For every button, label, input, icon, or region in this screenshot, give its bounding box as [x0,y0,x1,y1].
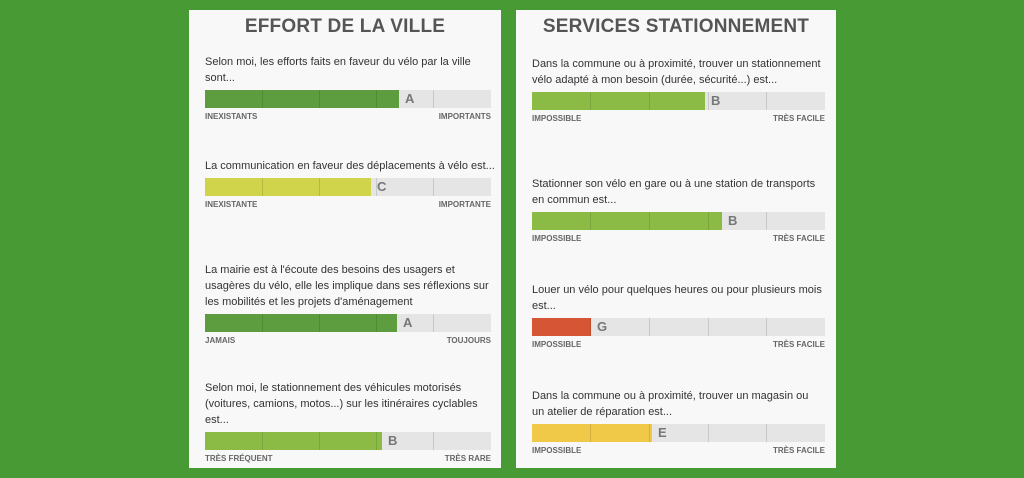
question-item: Stationner son vélo en gare ou à une sta… [532,176,825,246]
scale-high-label: TOUJOURS [446,336,491,345]
rating-fill [532,92,705,110]
question-text: La communication en faveur des déplaceme… [205,160,495,172]
question-text: La mairie est à l'écoute des besoins des… [205,264,489,308]
scale-low-label: TRÈS FRÉQUENT [205,454,273,463]
question-item: La communication en faveur des déplaceme… [205,158,495,212]
scale-labels: INEXISTANTS IMPORTANTS [205,112,491,124]
question-text: Louer un vélo pour quelques heures ou po… [532,284,822,312]
question-text: Selon moi, le stationnement des véhicule… [205,382,478,426]
question-text: Selon moi, les efforts faits en faveur d… [205,56,471,84]
scale-labels: JAMAIS TOUJOURS [205,336,491,348]
effort-panel: EFFORT DE LA VILLE Selon moi, les effort… [189,10,501,468]
grade-label: B [388,433,398,448]
rating-bar: A [205,90,495,108]
rating-fill [205,178,371,196]
question-item: Louer un vélo pour quelques heures ou po… [532,282,825,352]
rating-bar: A [205,314,495,332]
question-item: Selon moi, les efforts faits en faveur d… [205,54,495,124]
rating-fill [205,432,382,450]
question-text: Stationner son vélo en gare ou à une sta… [532,178,816,206]
scale-high-label: IMPORTANTE [438,200,491,209]
scale-high-label: TRÈS FACILE [772,340,825,349]
panel-title: SERVICES STATIONNEMENT [542,16,810,37]
rating-track [205,178,491,196]
scale-high-label: TRÈS FACILE [772,114,825,123]
scale-labels: IMPOSSIBLE TRÈS FACILE [532,340,825,352]
question-item: La mairie est à l'écoute des besoins des… [205,262,495,348]
rating-track [532,212,825,230]
grade-label: B [711,93,721,108]
rating-bar: B [532,212,825,230]
rating-fill [532,318,591,336]
rating-fill [532,212,722,230]
rating-track [532,424,825,442]
question-item: Dans la commune ou à proximité, trouver … [532,388,825,458]
scale-low-label: INEXISTANTE [205,200,258,209]
scale-labels: IMPOSSIBLE TRÈS FACILE [532,114,825,126]
scale-low-label: IMPOSSIBLE [532,234,582,243]
scale-high-label: TRÈS RARE [444,454,491,463]
rating-fill [532,424,652,442]
scale-labels: INEXISTANTE IMPORTANTE [205,200,491,212]
scale-low-label: INEXISTANTS [205,112,258,121]
rating-bar: G [532,318,825,336]
rating-fill [205,90,399,108]
rating-track [532,92,825,110]
question-item: Dans la commune ou à proximité, trouver … [532,56,825,126]
grade-label: E [658,425,667,440]
rating-track [532,318,825,336]
rating-bar: C [205,178,495,196]
panel-title: EFFORT DE LA VILLE [244,16,446,37]
rating-bar: B [532,92,825,110]
scale-high-label: IMPORTANTS [438,112,491,121]
scale-labels: TRÈS FRÉQUENT TRÈS RARE [205,454,491,466]
grade-label: C [377,179,387,194]
scale-low-label: IMPOSSIBLE [532,114,582,123]
scale-high-label: TRÈS FACILE [772,446,825,455]
rating-track [205,90,491,108]
rating-bar: E [532,424,825,442]
scale-low-label: IMPOSSIBLE [532,446,582,455]
scale-low-label: JAMAIS [205,336,236,345]
rating-fill [205,314,397,332]
scale-high-label: TRÈS FACILE [772,234,825,243]
rating-track [205,432,491,450]
scale-labels: IMPOSSIBLE TRÈS FACILE [532,446,825,458]
rating-track [205,314,491,332]
rating-bar: B [205,432,495,450]
question-item: Selon moi, le stationnement des véhicule… [205,380,495,466]
question-text: Dans la commune ou à proximité, trouver … [532,390,809,418]
grade-label: B [728,213,738,228]
scale-low-label: IMPOSSIBLE [532,340,582,349]
grade-label: A [403,315,413,330]
scale-labels: IMPOSSIBLE TRÈS FACILE [532,234,825,246]
question-text: Dans la commune ou à proximité, trouver … [532,58,821,86]
grade-label: A [405,91,415,106]
services-panel: SERVICES STATIONNEMENT Dans la commune o… [516,10,836,468]
grade-label: G [597,319,608,334]
